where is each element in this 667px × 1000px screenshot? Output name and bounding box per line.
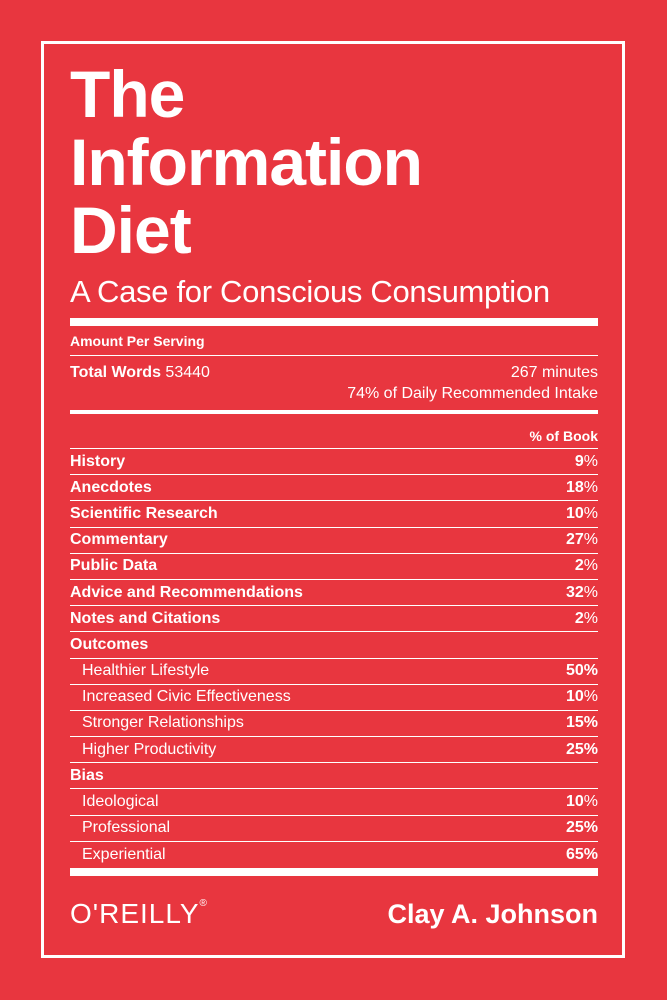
row-label: Notes and Citations <box>70 609 221 627</box>
table-row: Experiential 65% <box>70 842 598 868</box>
title-line-3: Diet <box>70 193 192 267</box>
book-title: The Information Diet <box>70 60 598 264</box>
row-label: Commentary <box>70 531 168 549</box>
table-row: Public Data 2% <box>70 554 598 580</box>
cover-footer: O'REILLY® Clay A. Johnson <box>70 898 598 930</box>
row-percent: 2% <box>575 610 598 628</box>
row-percent: 25% <box>566 741 598 759</box>
row-label: Scientific Research <box>70 504 218 522</box>
row-percent-number: 65% <box>565 845 598 863</box>
row-percent-number: 18 <box>565 478 584 496</box>
row-percent: 27% <box>566 531 598 549</box>
row-label: Outcomes <box>70 635 149 653</box>
row-percent-number: 2 <box>574 557 584 575</box>
row-percent-number: 10 <box>565 504 584 522</box>
table-row: Professional 25% <box>70 816 598 842</box>
title-line-1: The <box>70 57 185 131</box>
row-percent-number: 10 <box>565 688 584 706</box>
row-percent: 15% <box>566 714 598 732</box>
row-percent-number: 32 <box>565 583 584 601</box>
row-percent: 10% <box>566 688 598 706</box>
row-percent-sign: % <box>583 557 598 575</box>
row-percent-sign: % <box>583 688 598 706</box>
table-row: Stronger Relationships 15% <box>70 711 598 738</box>
book-subtitle: A Case for Conscious Consumption <box>70 274 550 309</box>
table-row: Increased Civic Effectiveness 10% <box>70 685 598 711</box>
row-label: Ideological <box>82 793 159 811</box>
row-label: Anecdotes <box>70 478 152 496</box>
row-percent-number: 25% <box>565 819 598 837</box>
table-row: Commentary 27% <box>70 528 598 554</box>
row-percent-number: 2 <box>574 609 584 627</box>
divider-thick <box>70 318 598 326</box>
row-percent-number: 50% <box>565 662 598 680</box>
table-row: Outcomes <box>70 632 598 659</box>
row-percent-number: 25% <box>565 740 598 758</box>
publisher-name: O'REILLY <box>70 898 200 929</box>
row-percent: 25% <box>566 819 598 837</box>
row-label: Experiential <box>82 845 166 863</box>
author-name: Clay A. Johnson <box>387 898 598 929</box>
row-percent: 65% <box>566 846 598 864</box>
row-percent-sign: % <box>583 793 598 811</box>
row-percent: 18% <box>566 479 598 497</box>
title-line-2: Information <box>70 125 423 199</box>
table-row: Bias <box>70 763 598 790</box>
divider-bottom <box>70 868 598 876</box>
row-label: Higher Productivity <box>82 740 217 758</box>
registered-mark: ® <box>199 898 208 909</box>
total-words-value: 53440 <box>165 364 210 381</box>
row-label: Public Data <box>70 557 158 575</box>
table-row: Notes and Citations 2% <box>70 606 598 633</box>
row-percent-sign: % <box>583 504 598 522</box>
row-label: History <box>70 452 126 470</box>
table-row: History 9% <box>70 449 598 476</box>
total-words-label: Total Words <box>70 364 161 381</box>
row-percent: 9% <box>575 453 598 471</box>
publisher-logo: O'REILLY® <box>70 898 208 930</box>
cover-frame <box>41 41 625 958</box>
row-percent-sign: % <box>583 531 598 549</box>
amount-per-serving: Amount Per Serving <box>70 326 598 356</box>
row-label: Healthier Lifestyle <box>82 662 210 680</box>
row-percent-sign: % <box>583 478 598 496</box>
row-percent-number: 9 <box>574 452 584 470</box>
table-row: Higher Productivity 25% <box>70 737 598 764</box>
table-row: Healthier Lifestyle 50% <box>70 659 598 685</box>
totals-block: Total Words 53440 267 minutes 74% of Dai… <box>70 356 598 410</box>
row-percent: 32% <box>566 584 598 602</box>
row-percent: 10% <box>566 505 598 523</box>
row-percent-number: 27 <box>565 531 584 549</box>
row-percent-number: 15% <box>565 714 598 732</box>
table-row: Anecdotes 18% <box>70 475 598 502</box>
nutrition-panel: The Information Diet A Case for Consciou… <box>70 60 598 876</box>
row-label: Bias <box>70 766 104 784</box>
table-row: Advice and Recommendations 32% <box>70 580 598 607</box>
table-row: Scientific Research 10% <box>70 501 598 528</box>
row-percent-sign: % <box>583 609 598 627</box>
reading-time: 267 minutes 74% of Daily Recommended Int… <box>347 362 598 404</box>
total-words: Total Words 53440 <box>70 362 210 404</box>
row-label: Stronger Relationships <box>82 714 244 732</box>
pct-of-book-header: % of Book <box>70 414 598 449</box>
row-percent: 50% <box>566 662 598 680</box>
content-rows: History 9% Anecdotes 18% Scientific Research… <box>70 449 598 868</box>
table-row: Ideological 10% <box>70 789 598 816</box>
row-percent-sign: % <box>583 452 598 470</box>
row-label: Professional <box>82 819 171 837</box>
row-label: Increased Civic Effectiveness <box>82 688 291 706</box>
row-percent: 2% <box>575 557 598 575</box>
row-percent-number: 10 <box>565 793 584 811</box>
row-percent: 10% <box>566 793 598 811</box>
minutes: 267 minutes <box>510 364 598 381</box>
row-label: Advice and Recommendations <box>70 583 303 601</box>
daily-intake: 74% of Daily Recommended Intake <box>347 385 598 402</box>
row-percent-sign: % <box>583 583 598 601</box>
divider-mid <box>70 410 598 414</box>
